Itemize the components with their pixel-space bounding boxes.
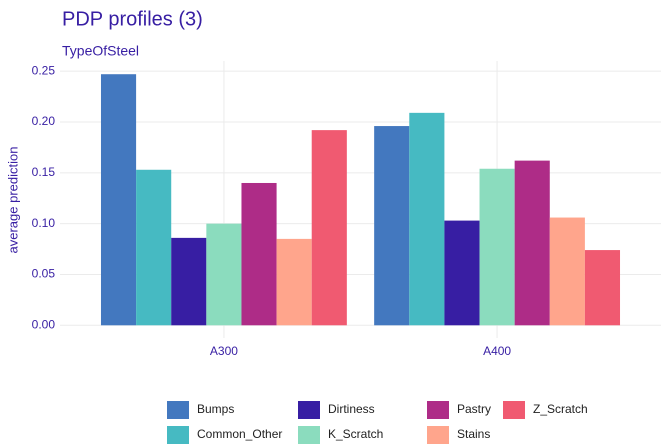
bar (444, 220, 480, 326)
legend-key (427, 401, 449, 419)
bar (241, 182, 277, 326)
bar (136, 169, 172, 326)
legend-key (167, 426, 189, 444)
bar (100, 74, 137, 326)
bar (584, 250, 621, 326)
bar (409, 112, 445, 326)
y-axis-label: average prediction (5, 147, 20, 254)
bar (311, 130, 347, 326)
bar (479, 168, 515, 326)
bar (374, 126, 410, 326)
y-tick-label: 0.25 (32, 63, 56, 77)
bar (206, 223, 242, 326)
legend-label: Dirtiness (328, 402, 375, 416)
y-tick-label: 0.20 (32, 114, 56, 128)
legend-label: Common_Other (197, 427, 282, 441)
chart-title: PDP profiles (3) (62, 8, 203, 30)
y-tick-label: 0.15 (32, 165, 56, 179)
x-tick-label: A300 (210, 344, 238, 358)
legend-key (503, 401, 525, 419)
bar (171, 237, 207, 326)
legend-key (298, 401, 320, 419)
x-tick-label: A400 (483, 344, 511, 358)
legend-label: K_Scratch (328, 427, 383, 441)
bar (549, 217, 585, 326)
chart-subtitle: TypeOfSteel (62, 43, 139, 59)
legend-label: Bumps (197, 402, 234, 416)
y-tick-label: 0.10 (32, 216, 56, 230)
legend-key (167, 401, 189, 419)
bar (276, 238, 312, 326)
bar (514, 160, 550, 326)
legend-key (298, 426, 320, 444)
y-tick-label: 0.00 (32, 317, 56, 331)
legend-label: Pastry (457, 402, 491, 416)
y-tick-label: 0.05 (32, 267, 56, 281)
legend-key (427, 426, 449, 444)
legend-label: Stains (457, 427, 490, 441)
legend-label: Z_Scratch (533, 402, 588, 416)
